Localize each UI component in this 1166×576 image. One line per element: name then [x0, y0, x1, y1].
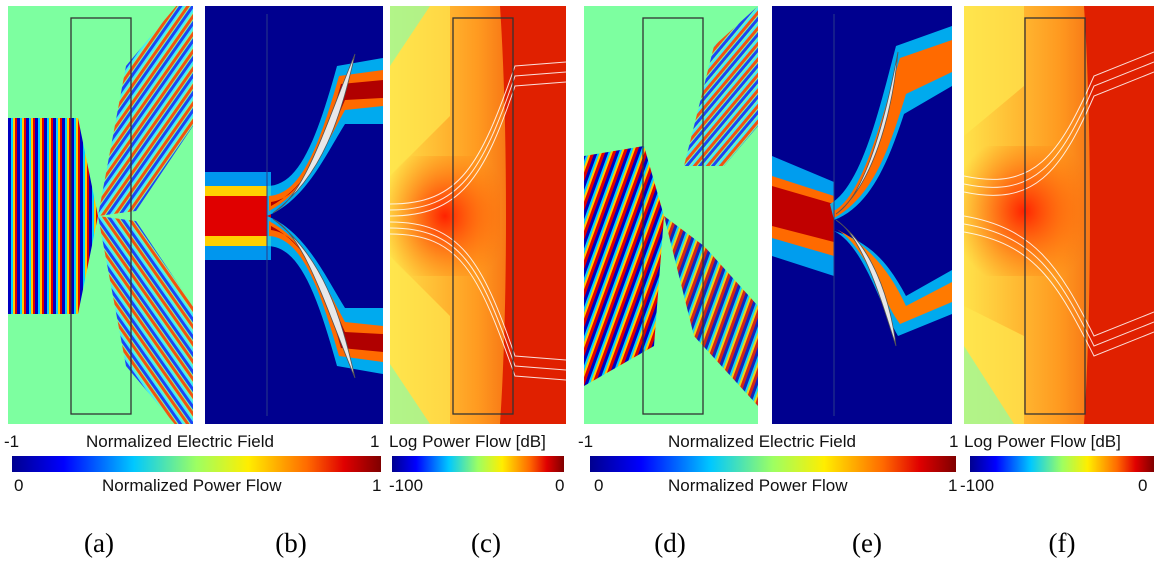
e-field-title-2: Normalized Electric Field — [668, 432, 856, 451]
power-min-label: 0 — [14, 476, 24, 495]
panel-c-log-power-flow — [390, 6, 566, 424]
caption-d: (d) — [654, 528, 686, 558]
e-field-min-label: -1 — [4, 432, 20, 451]
power-max-label: 1 — [372, 476, 382, 495]
colorbar-4 — [970, 456, 1154, 472]
panel-d-electric-field — [584, 6, 758, 424]
e-field-max-label-2: 1 — [949, 432, 959, 451]
caption-b: (b) — [275, 528, 307, 558]
panel-f-log-power-flow — [964, 6, 1154, 424]
e-field-min-label-2: -1 — [578, 432, 594, 451]
log-power-max-label-2: 0 — [1138, 476, 1148, 495]
power-min-label-2: 0 — [594, 476, 604, 495]
log-power-title: Log Power Flow [dB] — [389, 432, 546, 451]
power-max-label-2: 1 — [948, 476, 958, 495]
caption-a: (a) — [84, 528, 114, 558]
log-power-max-label: 0 — [555, 476, 565, 495]
panel-a-electric-field — [8, 6, 193, 424]
e-field-title: Normalized Electric Field — [86, 432, 274, 451]
caption-e: (e) — [852, 528, 882, 558]
colorbar-3 — [590, 456, 956, 472]
log-power-min-label: -100 — [389, 476, 424, 495]
log-power-title-2: Log Power Flow [dB] — [964, 432, 1121, 451]
panel-e-power-flow — [772, 6, 952, 424]
caption-f: (f) — [1048, 528, 1076, 558]
panel-b-power-flow — [205, 6, 383, 424]
colorbar-1 — [12, 456, 381, 472]
power-title-2: Normalized Power Flow — [668, 476, 848, 495]
caption-c: (c) — [471, 528, 501, 558]
colorbar-2 — [392, 456, 564, 472]
e-field-max-label: 1 — [370, 432, 380, 451]
log-power-min-label-2: -100 — [960, 476, 995, 495]
power-title: Normalized Power Flow — [102, 476, 282, 495]
